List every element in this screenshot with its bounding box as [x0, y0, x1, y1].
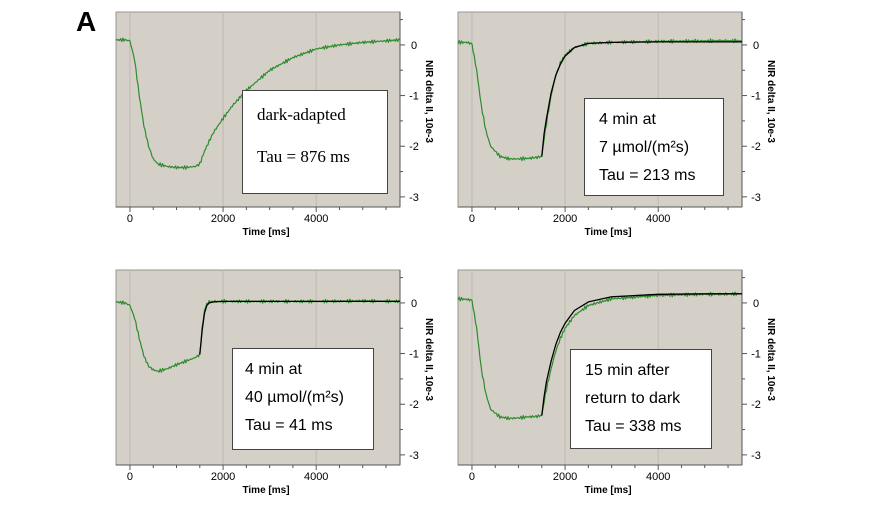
series-fit-line	[199, 300, 400, 355]
y-tick-label: -1	[409, 91, 419, 103]
annotation-4-line-2: return to dark	[585, 390, 681, 407]
y-tick-label: -2	[751, 399, 761, 411]
annotation-2-line-3: Tau = 213 ms	[599, 167, 696, 184]
x-tick-label: 4000	[646, 213, 670, 225]
series-trace-line	[457, 291, 743, 421]
x-tick-label: 2000	[553, 471, 577, 483]
y-tick-label: -2	[409, 399, 419, 411]
x-tick-label: 2000	[211, 471, 235, 483]
panel-letter: A	[76, 6, 97, 37]
y-tick-label: 0	[753, 298, 759, 310]
annotation-3-line-2: 40 µmol/(m²s)	[245, 389, 344, 406]
annotation-3-line-3: Tau = 41 ms	[245, 417, 333, 434]
y-axis-label: NIR delta II, 10e-3	[765, 60, 776, 143]
y-tick-label: -1	[751, 349, 761, 361]
x-tick-label: 0	[469, 213, 475, 225]
y-tick-label: -1	[751, 91, 761, 103]
x-tick-label: 2000	[553, 213, 577, 225]
annotation-box-4: 15 min after return to dark Tau = 338 ms	[570, 349, 712, 449]
y-tick-label: -3	[751, 450, 761, 462]
x-tick-label: 2000	[211, 213, 235, 225]
y-tick-label: -2	[409, 141, 419, 153]
x-tick-label: 4000	[646, 471, 670, 483]
annotation-box-3: 4 min at 40 µmol/(m²s) Tau = 41 ms	[232, 348, 374, 450]
y-tick-label: 0	[411, 40, 417, 52]
y-tick-label: 0	[411, 298, 417, 310]
annotation-4-line-3: Tau = 338 ms	[585, 418, 682, 435]
chart-3: 0 -1 -2 -3 0 2000 4000 Time [ms] NIR delta II, 1…	[113, 268, 434, 504]
x-axis-label: Time [ms]	[584, 485, 631, 496]
x-axis-label: Time [ms]	[584, 227, 631, 238]
y-tick-label: 0	[753, 40, 759, 52]
annotation-1-line-2: Tau = 876 ms	[257, 147, 350, 166]
x-tick-label: 0	[127, 471, 133, 483]
annotation-2-line-2: 7 µmol/(m²s)	[599, 139, 690, 156]
annotation-2-line-1: 4 min at	[599, 111, 656, 128]
y-tick-label: -3	[409, 192, 419, 204]
y-tick-label: -1	[409, 349, 419, 361]
y-axis-label: NIR delta II, 10e-3	[423, 318, 434, 401]
y-tick-label: -2	[751, 141, 761, 153]
y-tick-label: -3	[751, 192, 761, 204]
x-tick-label: 0	[469, 471, 475, 483]
x-tick-label: 4000	[304, 471, 328, 483]
annotation-box-2: 4 min at 7 µmol/(m²s) Tau = 213 ms	[584, 98, 724, 196]
x-axis-label: Time [ms]	[242, 485, 289, 496]
x-tick-label: 4000	[304, 213, 328, 225]
x-axis-label: Time [ms]	[242, 227, 289, 238]
series-fit-line	[541, 41, 742, 157]
annotation-3-line-1: 4 min at	[245, 361, 302, 378]
y-axis-label: NIR delta II, 10e-3	[765, 318, 776, 401]
annotation-4-line-1: 15 min after	[585, 362, 670, 379]
y-tick-label: -3	[409, 450, 419, 462]
y-axis-label: NIR delta II, 10e-3	[423, 60, 434, 143]
x-tick-label: 0	[127, 213, 133, 225]
annotation-1-line-1: dark-adapted	[257, 105, 346, 124]
series-fit-line	[541, 293, 742, 416]
annotation-box-1: dark-adapted Tau = 876 ms	[242, 90, 388, 194]
series-trace-line	[115, 37, 401, 170]
